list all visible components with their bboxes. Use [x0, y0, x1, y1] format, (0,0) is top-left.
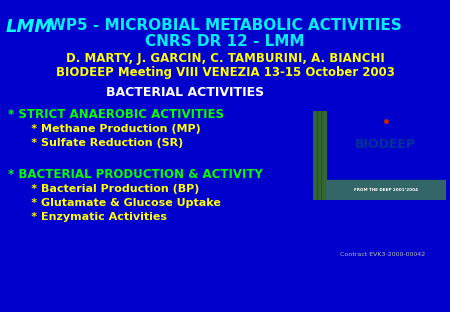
- Text: * STRICT ANAEROBIC ACTIVITIES: * STRICT ANAEROBIC ACTIVITIES: [8, 108, 224, 121]
- Text: * Enzymatic Activities: * Enzymatic Activities: [8, 212, 167, 222]
- Text: Contract EVK3-2000-00042: Contract EVK3-2000-00042: [340, 252, 426, 257]
- Text: LMM: LMM: [6, 18, 53, 37]
- Text: BIODEEP: BIODEEP: [355, 138, 416, 151]
- Text: BIODEEP Meeting VIII VENEZIA 13-15 October 2003: BIODEEP Meeting VIII VENEZIA 13-15 Octob…: [55, 66, 395, 79]
- Text: * Methane Production (MP): * Methane Production (MP): [8, 124, 201, 134]
- Text: CNRS DR 12 - LMM: CNRS DR 12 - LMM: [145, 34, 305, 49]
- Bar: [313, 111, 326, 200]
- Text: D. MARTY, J. GARCIN, C. TAMBURINI, A. BIANCHI: D. MARTY, J. GARCIN, C. TAMBURINI, A. BI…: [66, 52, 384, 65]
- Text: * BACTERIAL PRODUCTION & ACTIVITY: * BACTERIAL PRODUCTION & ACTIVITY: [8, 168, 263, 181]
- Text: FROM THE DEEP 2001‘2004: FROM THE DEEP 2001‘2004: [354, 188, 418, 192]
- Text: * Sulfate Reduction (SR): * Sulfate Reduction (SR): [8, 138, 183, 148]
- Text: WP5 - MICROBIAL METABOLIC ACTIVITIES: WP5 - MICROBIAL METABOLIC ACTIVITIES: [49, 18, 401, 33]
- Text: * Bacterial Production (BP): * Bacterial Production (BP): [8, 184, 199, 194]
- Text: * Glutamate & Glucose Uptake: * Glutamate & Glucose Uptake: [8, 198, 221, 208]
- Bar: [326, 180, 446, 200]
- Text: BACTERIAL ACTIVITIES: BACTERIAL ACTIVITIES: [106, 86, 264, 99]
